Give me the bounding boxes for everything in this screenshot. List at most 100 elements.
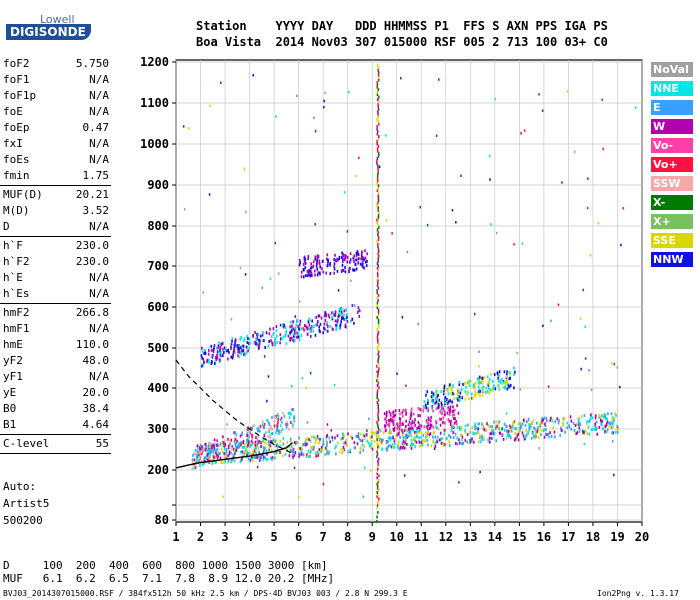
trace-point	[224, 454, 227, 458]
interference-point	[376, 159, 378, 163]
trace-point	[566, 426, 568, 430]
trace-point	[309, 273, 312, 277]
interference-point	[377, 252, 379, 256]
trace-point	[611, 431, 613, 435]
trace-point	[338, 312, 340, 315]
trace-point	[307, 449, 310, 453]
noise-point	[324, 91, 326, 95]
interference-point	[378, 474, 380, 478]
trace-point	[538, 427, 540, 431]
interference-point	[377, 447, 379, 451]
trace-point	[360, 257, 362, 261]
trace-point	[341, 447, 343, 451]
trace-point	[244, 450, 246, 453]
trace-point	[532, 426, 535, 430]
trace-point	[314, 436, 316, 440]
trace-point	[482, 389, 484, 393]
logo-brand-bottom: DIGISONDE	[6, 24, 91, 40]
trace-point	[429, 427, 431, 431]
trace-point	[362, 432, 365, 436]
interference-point	[377, 488, 380, 492]
trace-point	[464, 390, 467, 394]
interference-point	[376, 470, 379, 473]
trace-point	[549, 431, 551, 435]
trace-point	[503, 428, 506, 432]
trace-point	[317, 320, 319, 323]
trace-point	[240, 440, 243, 444]
trace-point	[428, 433, 431, 437]
trace-point	[220, 447, 223, 451]
trace-point	[312, 435, 315, 439]
trace-point	[408, 420, 411, 424]
interference-point	[377, 137, 380, 141]
trace-point	[458, 389, 460, 393]
trace-point	[288, 445, 290, 449]
interference-point	[378, 355, 380, 359]
trace-point	[191, 458, 194, 462]
trace-point	[354, 258, 357, 262]
interference-point	[378, 226, 380, 229]
trace-point	[289, 325, 291, 329]
trace-point	[252, 450, 254, 454]
trace-point	[343, 317, 346, 321]
interference-point	[376, 520, 378, 523]
trace-point	[289, 448, 292, 452]
x-tick-label: 7	[320, 530, 327, 544]
trace-point	[317, 454, 319, 457]
trace-point	[600, 423, 603, 427]
param-name: D	[3, 220, 10, 233]
trace-point	[344, 441, 347, 445]
param-name: yE	[3, 386, 17, 399]
trace-point	[393, 418, 395, 422]
trace-point	[212, 458, 214, 462]
trace-point	[456, 404, 458, 408]
trace-point	[533, 434, 535, 438]
trace-point	[260, 441, 262, 445]
trace-point	[304, 324, 306, 327]
trace-point	[501, 433, 504, 437]
trace-point	[206, 358, 209, 362]
x-tick-labels: 1 2 3 4 5 6 7 8 9 10 11 12 13 14 15 16 17 18 19 20	[172, 522, 649, 544]
trace-point	[432, 392, 435, 396]
trace-point	[471, 437, 473, 441]
trace-point	[200, 460, 202, 463]
x-tick-label: 10	[390, 530, 404, 544]
trace-point	[449, 405, 452, 409]
trace-point	[199, 451, 201, 455]
trace-point	[307, 256, 309, 260]
trace-point	[288, 427, 290, 431]
trace-point	[483, 428, 486, 432]
trace-point	[197, 451, 199, 455]
trace-point	[493, 373, 496, 377]
trace-point	[346, 443, 348, 447]
trace-point	[206, 448, 208, 452]
trace-point	[273, 451, 276, 455]
trace-point	[249, 341, 251, 345]
trace-point	[213, 344, 216, 347]
trace-point	[259, 334, 262, 338]
trace-point	[453, 421, 456, 425]
interference-point	[377, 223, 379, 227]
trace-point	[559, 433, 561, 437]
trace-point	[392, 445, 394, 449]
y-tick-label: 1100	[140, 96, 169, 110]
interference-point	[376, 301, 379, 305]
trace-point	[462, 441, 465, 445]
trace-point	[359, 439, 362, 443]
trace-point	[316, 254, 319, 258]
trace-point	[230, 459, 233, 463]
legend-item: SSE	[651, 233, 693, 248]
trace-point	[218, 341, 220, 345]
trace-point	[238, 445, 241, 449]
trace-point	[438, 417, 441, 421]
interference-point	[378, 135, 380, 138]
trace-point	[410, 444, 412, 448]
trace-point	[220, 342, 223, 346]
noise-point	[266, 399, 268, 403]
trace-point	[494, 424, 497, 428]
trace-point	[506, 373, 508, 377]
trace-point	[352, 256, 355, 260]
interference-point	[377, 445, 379, 449]
noise-point	[333, 384, 336, 387]
trace-point	[332, 311, 334, 314]
